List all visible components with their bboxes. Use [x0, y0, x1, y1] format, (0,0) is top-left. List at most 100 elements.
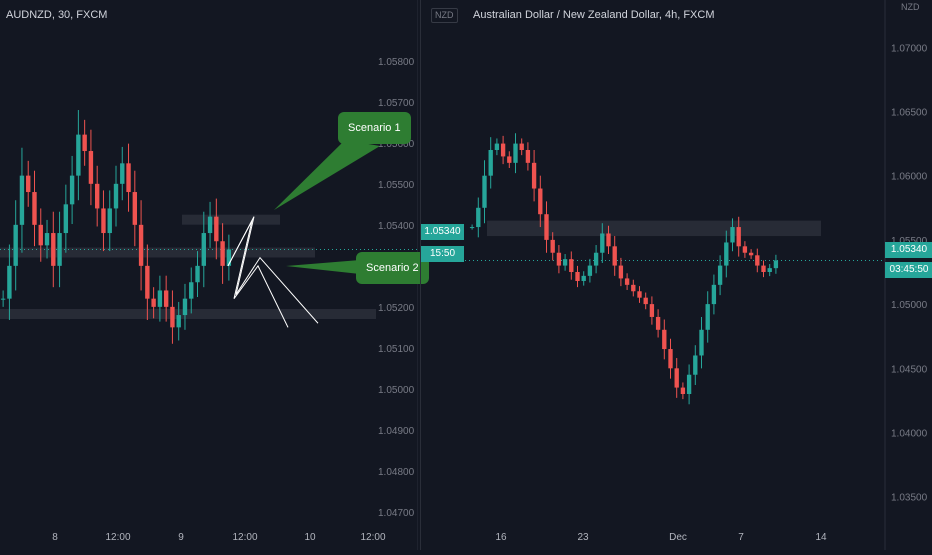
right-candle-19: [587, 265, 593, 276]
left-candle-6: [38, 224, 43, 246]
right-zone-0: [487, 220, 821, 237]
left-chart-svg[interactable]: 1.058001.057001.056001.055001.054001.053…: [0, 0, 419, 550]
left-candle-24: [151, 298, 156, 307]
right-x-tick-0: 16: [495, 532, 507, 543]
right-candle-11: [538, 188, 543, 215]
left-candle-20: [126, 163, 131, 193]
left-candle-5: [32, 192, 37, 225]
right-candle-41: [724, 242, 729, 266]
left-y-tick-2: 1.05600: [378, 139, 415, 150]
right-y-tick-0: 1.07000: [891, 43, 928, 54]
left-y-tick-9: 1.04900: [378, 426, 415, 437]
right-candle-45: [748, 252, 754, 256]
right-candle-40: [717, 265, 723, 285]
right-candle-30: [655, 316, 661, 330]
right-candle-6: [507, 156, 512, 163]
left-candle-15: [94, 183, 100, 209]
right-candle-17: [575, 272, 580, 281]
right-candle-37: [699, 329, 704, 356]
left-candle-33: [207, 216, 213, 234]
left-candle-29: [182, 298, 188, 316]
right-candle-20: [593, 252, 599, 266]
right-y-tick-2: 1.06000: [891, 172, 928, 183]
right-candle-22: [606, 233, 611, 247]
left-y-tick-10: 1.04800: [378, 467, 415, 478]
left-candle-23: [145, 265, 150, 299]
right-candle-29: [649, 304, 655, 317]
left-candle-32: [201, 233, 206, 266]
left-y-tick-8: 1.05000: [378, 385, 415, 396]
left-x-tick-2: 9: [178, 532, 184, 543]
right-candle-38: [705, 304, 710, 330]
left-candle-13: [82, 134, 87, 152]
left-candle-2: [13, 224, 18, 266]
right-candle-28: [643, 297, 648, 305]
currency-badge-nzd[interactable]: NZD: [431, 8, 458, 23]
right-candle-44: [742, 246, 748, 253]
left-candle-8: [51, 233, 56, 266]
left-candle-7: [44, 233, 50, 246]
right-last-price-chip: 1.05340: [885, 242, 932, 258]
left-candle-27: [170, 306, 175, 328]
left-candle-18: [113, 183, 119, 209]
scenario-1-callout: Scenario 1: [338, 112, 411, 144]
right-candle-21: [600, 233, 605, 253]
right-candle-43: [736, 227, 741, 247]
left-last-price-chip: 1.05340: [421, 224, 464, 240]
right-candle-47: [761, 265, 766, 272]
right-y-tick-4: 1.05000: [891, 300, 928, 311]
left-chart-pane[interactable]: 1.058001.057001.056001.055001.054001.053…: [0, 0, 429, 550]
left-candle-9: [57, 233, 62, 266]
left-y-tick-7: 1.05100: [378, 344, 415, 355]
right-y-tick-5: 1.04500: [891, 364, 928, 375]
right-x-tick-3: 7: [738, 532, 744, 543]
right-chart-pane[interactable]: NZD 1.07000 1.06500 1.06000 1.05500 1.05000 1.…: [420, 0, 932, 550]
left-x-tick-3: 12:00: [232, 532, 257, 543]
left-candle-25: [157, 290, 163, 307]
right-candle-4: [494, 143, 500, 150]
left-x-tick-4: 10: [304, 532, 316, 543]
left-candle-36: [226, 249, 232, 266]
left-y-tick-3: 1.05500: [378, 180, 415, 191]
left-candle-35: [220, 241, 225, 266]
right-chart-title: Australian Dollar / New Zealand Dollar, …: [473, 9, 715, 21]
right-candle-39: [711, 284, 717, 305]
right-candle-9: [525, 150, 531, 163]
left-candle-3: [19, 175, 25, 225]
left-candle-17: [107, 208, 112, 234]
right-candle-13: [550, 239, 555, 253]
right-candle-23: [612, 246, 617, 266]
right-candle-15: [562, 259, 568, 266]
right-candle-14: [556, 252, 562, 266]
left-candle-22: [138, 224, 144, 266]
left-candle-19: [120, 163, 125, 184]
right-candle-2: [482, 175, 487, 208]
scenario-2-callout: Scenario 2: [356, 252, 429, 284]
left-x-tick-5: 12:00: [360, 532, 385, 543]
left-y-tick-1: 1.05700: [378, 98, 415, 109]
right-candle-48: [767, 268, 772, 272]
right-candle-5: [500, 143, 506, 157]
right-candle-18: [581, 275, 586, 281]
right-candle-24: [618, 265, 624, 279]
scenario-2-pointer: [286, 260, 360, 274]
left-candle-28: [176, 315, 181, 328]
left-candle-11: [69, 175, 75, 205]
left-candle-0: [0, 298, 6, 300]
left-zone-0: [182, 214, 280, 225]
right-candle-8: [519, 143, 524, 150]
right-candle-12: [544, 214, 549, 240]
right-x-tick-2: Dec: [669, 532, 687, 543]
right-candle-10: [531, 162, 537, 189]
right-x-tick-4: 14: [815, 532, 827, 543]
right-axis-currency: NZD: [901, 2, 920, 12]
left-candle-1: [7, 265, 12, 299]
right-y-tick-6: 1.04000: [891, 429, 928, 440]
right-candle-31: [662, 329, 667, 350]
right-candle-36: [693, 355, 698, 375]
right-chart-svg[interactable]: NZD 1.07000 1.06500 1.06000 1.05500 1.05000 1.…: [421, 0, 932, 550]
left-candle-26: [163, 290, 169, 307]
right-candle-27: [637, 291, 642, 298]
right-candle-7: [513, 143, 518, 163]
right-candle-46: [755, 255, 760, 266]
